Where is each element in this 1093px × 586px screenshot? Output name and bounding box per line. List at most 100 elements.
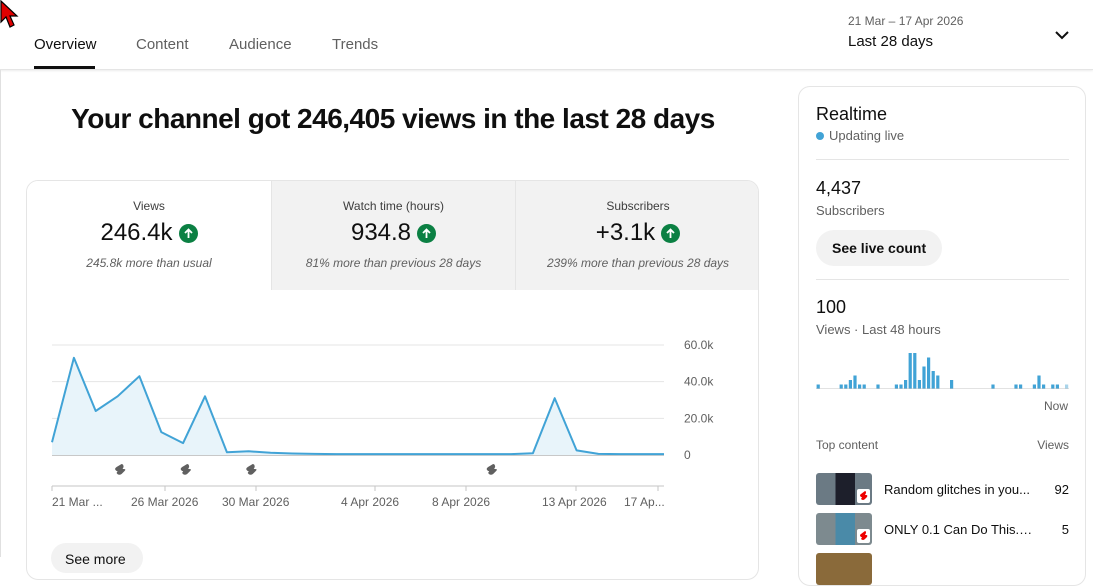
realtime-bar (904, 380, 908, 389)
x-tick-label: 8 Apr 2026 (432, 495, 490, 509)
realtime-views-value: 100 (816, 297, 847, 317)
metric-label: Subscribers (606, 199, 670, 213)
y-tick-label: 60.0k (684, 338, 714, 352)
video-views: 5 (1061, 522, 1069, 537)
realtime-bar (950, 380, 954, 389)
top-content-header: Top content Views (816, 438, 1069, 452)
realtime-bar (876, 384, 880, 389)
metric-note: 245.8k more than usual (86, 256, 212, 270)
top-content-item[interactable] (816, 553, 1069, 585)
x-tick-label: 30 Mar 2026 (222, 495, 290, 509)
realtime-bar (862, 384, 866, 389)
chevron-down-icon[interactable] (1053, 26, 1071, 44)
realtime-bar (899, 384, 903, 389)
metric-value: 934.8 (350, 219, 412, 246)
metric-value: +3.1k (595, 219, 656, 246)
shorts-icon (857, 489, 870, 503)
shorts-marker-shape (180, 464, 191, 475)
arrow-up-icon (661, 223, 681, 243)
realtime-title: Realtime (816, 104, 888, 124)
realtime-subscribers-value: 4,437 (816, 178, 862, 198)
realtime-bar (936, 375, 940, 389)
realtime-bar (1065, 384, 1069, 389)
realtime-bar (1055, 384, 1059, 389)
realtime-subscribers-label: Subscribers (816, 203, 885, 218)
tab-audience[interactable]: Audience (229, 36, 292, 53)
metric-note: 81% more than previous 28 days (305, 256, 482, 270)
left-divider (0, 70, 3, 557)
realtime-bar (848, 380, 852, 389)
metric-label: Views (133, 199, 165, 213)
views-area (52, 357, 664, 455)
realtime-bar (1051, 384, 1055, 389)
realtime-bar (1019, 384, 1023, 389)
realtime-bar (927, 357, 931, 389)
arrow-up-icon (417, 223, 437, 243)
date-range-text[interactable]: 21 Mar – 17 Apr 2026 (848, 14, 964, 28)
see-more-button[interactable]: See more (51, 543, 143, 573)
shorts-marker-shape (246, 464, 257, 475)
views-chart[interactable]: 60.0k 40.0k 20.0k 0 21 Mar ... 26 Mar 2026 30 … (27, 291, 759, 531)
shorts-icon (857, 529, 870, 543)
top-content-item[interactable]: ONLY 0.1 Can Do This.. ... 5 (816, 513, 1069, 545)
shorts-marker-icon (180, 464, 191, 475)
views-line (51, 356, 664, 456)
realtime-bar (844, 384, 848, 389)
realtime-bar (1042, 384, 1046, 389)
x-tick-label: 21 Mar ... (52, 495, 103, 509)
video-title: Random glitches in you... (884, 482, 1030, 497)
divider (816, 159, 1069, 160)
live-status-text: Updating live (829, 128, 905, 143)
shorts-marker-icon (246, 464, 257, 475)
period-selector[interactable]: Last 28 days (848, 33, 934, 50)
x-tick-label: 4 Apr 2026 (341, 495, 399, 509)
y-tick-label: 20.0k (684, 411, 714, 425)
video-views: 92 (1054, 482, 1069, 497)
top-bar: Overview Content Audience Trends 21 Mar … (0, 0, 1093, 70)
video-title: ONLY 0.1 Can Do This.. ... (884, 522, 1034, 537)
video-thumbnail (816, 513, 872, 545)
x-tick-label: 13 Apr 2026 (542, 495, 607, 509)
shorts-marker-icon (486, 464, 497, 475)
tab-content[interactable]: Content (136, 36, 189, 53)
realtime-bar (1037, 375, 1041, 389)
tab-overview[interactable]: Overview (34, 36, 97, 53)
metric-value: 246.4k (100, 219, 173, 246)
shorts-marker-shape (115, 464, 126, 475)
metric-watch-time[interactable]: Watch time (hours) 934.8 81% more than p… (271, 181, 515, 290)
realtime-views-label: Views · Last 48 hours (816, 322, 941, 337)
realtime-bar (816, 384, 820, 389)
realtime-bar (913, 353, 917, 389)
realtime-views-chart[interactable] (816, 349, 1069, 389)
realtime-bar (991, 384, 995, 389)
top-content-label: Top content (816, 438, 879, 452)
realtime-bar (917, 380, 921, 389)
mouse-cursor-icon (0, 0, 19, 28)
shorts-marker-shape (486, 464, 497, 475)
video-thumbnail (816, 473, 872, 505)
see-live-count-button[interactable]: See live count (816, 230, 943, 266)
realtime-bar (858, 384, 862, 389)
y-tick-label: 40.0k (684, 375, 714, 389)
top-content-item[interactable]: Random glitches in you... 92 (816, 473, 1069, 505)
realtime-bar (922, 366, 926, 389)
realtime-bar (894, 384, 898, 389)
metric-subscribers[interactable]: Subscribers +3.1k 239% more than previou… (515, 181, 758, 290)
y-tick-label: 0 (684, 448, 691, 462)
video-thumbnail (816, 553, 872, 585)
live-dot-icon (816, 131, 824, 140)
realtime-bar (1032, 384, 1036, 389)
active-tab-indicator (34, 66, 95, 69)
tab-trends[interactable]: Trends (332, 36, 379, 53)
x-tick-label: 26 Mar 2026 (131, 495, 199, 509)
realtime-bar (839, 384, 843, 389)
realtime-panel: Realtime Updating live 4,437 Subscribers… (798, 86, 1086, 586)
metric-note: 239% more than previous 28 days (546, 256, 730, 270)
realtime-bar (931, 371, 935, 389)
page-headline: Your channel got 246,405 views in the la… (71, 103, 715, 134)
metric-label: Watch time (hours) (343, 199, 444, 213)
arrow-up-icon (178, 223, 198, 243)
metric-views[interactable]: Views 246.4k 245.8k more than usual (27, 181, 271, 290)
top-content-views-label: Views (1037, 438, 1069, 452)
metrics-card: Views 246.4k 245.8k more than usual Watc… (26, 180, 759, 580)
